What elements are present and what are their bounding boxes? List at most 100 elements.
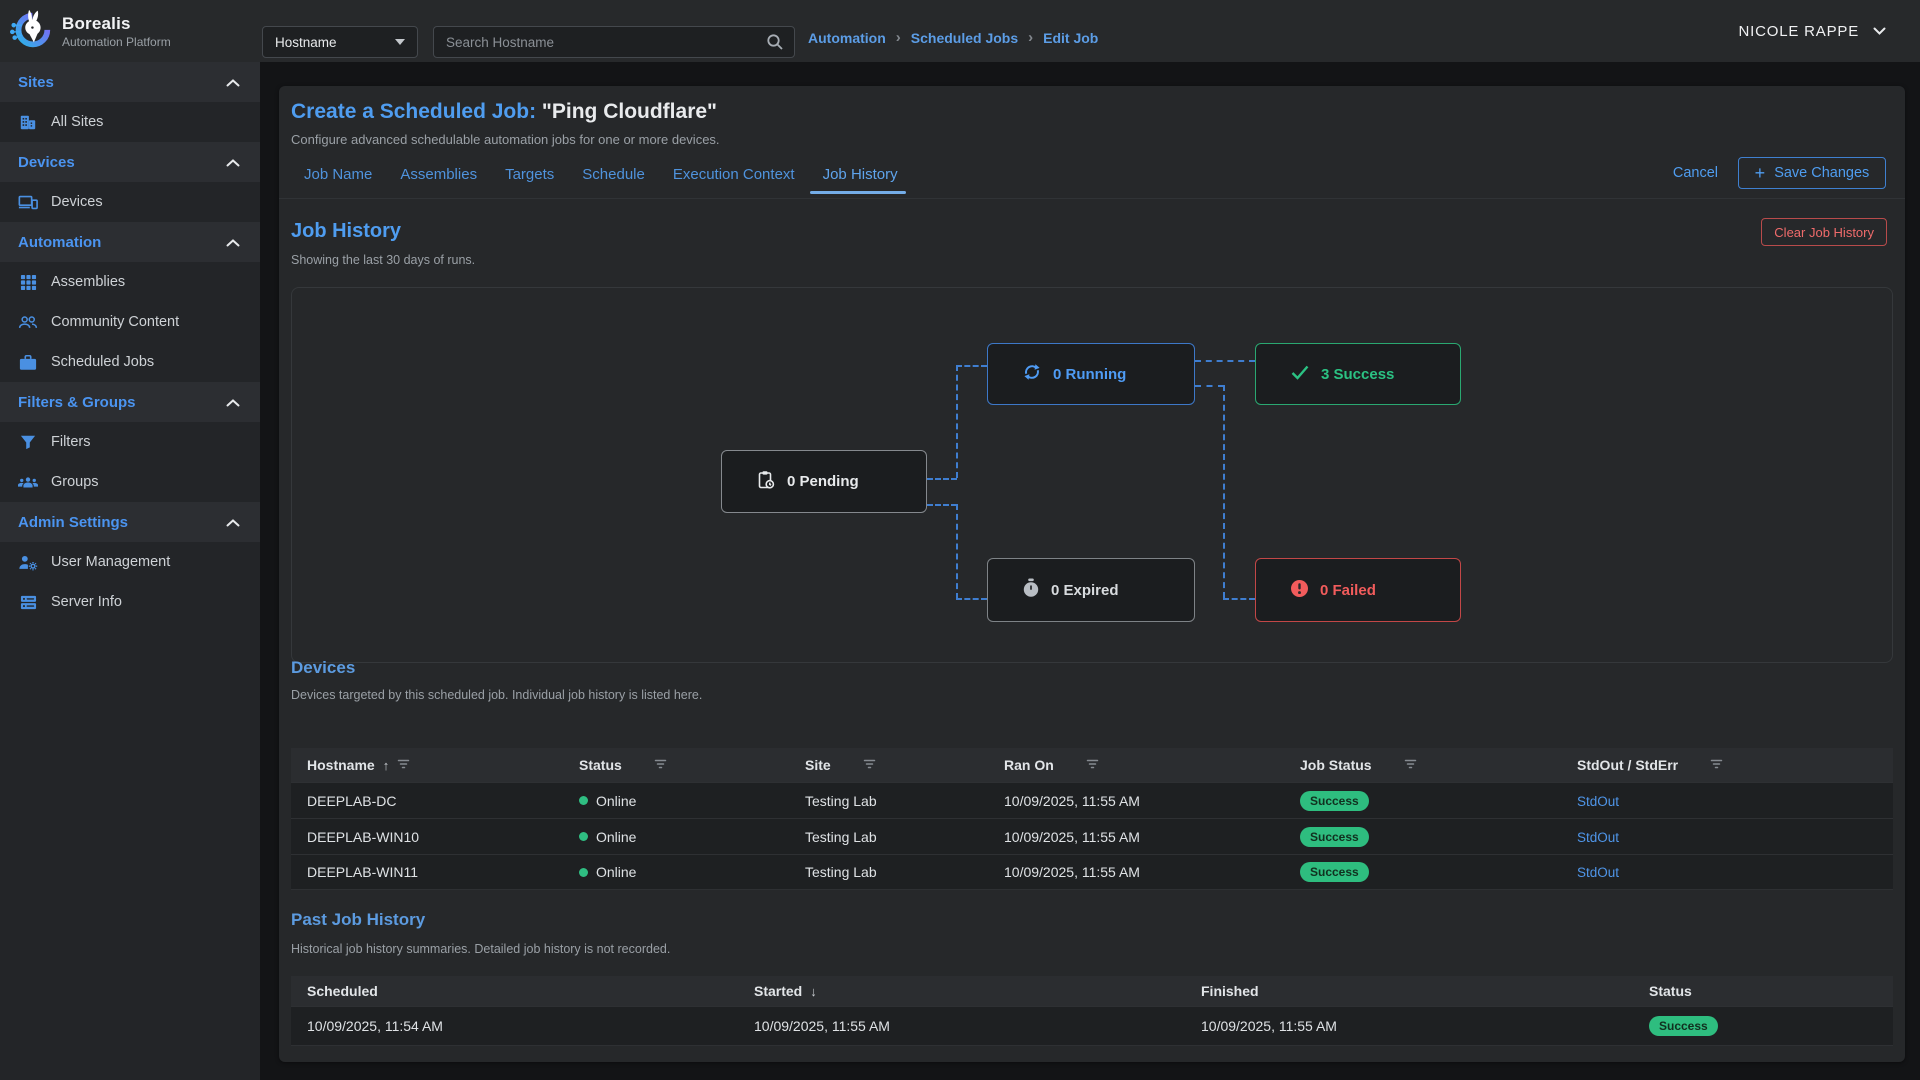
flow-connector <box>1223 598 1255 600</box>
user-name: NICOLE RAPPE <box>1738 22 1859 40</box>
tab-execution-context[interactable]: Execution Context <box>672 165 795 183</box>
user-gear-icon <box>18 554 38 571</box>
status-badge: Success <box>1300 826 1369 847</box>
sidebar-item-label: Server Info <box>51 594 122 610</box>
building-icon <box>18 113 38 131</box>
sidebar-section-admin-settings[interactable]: Admin Settings <box>0 502 260 542</box>
column-header-ran-on[interactable]: Ran On <box>1004 757 1300 773</box>
sidebar-item-assemblies[interactable]: Assemblies <box>0 262 260 302</box>
page-title-job-name: "Ping Cloudflare" <box>536 100 717 123</box>
filter-icon[interactable] <box>1404 757 1417 773</box>
breadcrumb-scheduled-jobs[interactable]: Scheduled Jobs <box>910 29 1019 46</box>
clear-job-history-button[interactable]: Clear Job History <box>1761 218 1887 246</box>
sidebar-item-scheduled-jobs[interactable]: Scheduled Jobs <box>0 342 260 382</box>
column-header-status[interactable]: Status <box>1649 983 1893 999</box>
chevron-up-icon <box>226 514 240 531</box>
stdout-link[interactable]: StdOut <box>1577 793 1620 809</box>
table-row: DEEPLAB-WIN11 Online Testing Lab 10/09/2… <box>291 854 1893 890</box>
filter-icon[interactable] <box>397 757 410 773</box>
online-dot-icon <box>579 867 588 877</box>
filter-icon[interactable] <box>863 757 876 773</box>
devices-icon <box>18 194 38 211</box>
column-header-scheduled[interactable]: Scheduled <box>307 983 754 999</box>
flow-connector <box>1195 385 1224 387</box>
stdout-link[interactable]: StdOut <box>1577 865 1620 880</box>
breadcrumb-separator: › <box>895 29 901 46</box>
sidebar-section-sites[interactable]: Sites <box>0 62 260 102</box>
filter-icon[interactable] <box>654 757 667 773</box>
page-subtitle: Configure advanced schedulable automatio… <box>291 132 720 147</box>
sidebar-item-devices[interactable]: Devices <box>0 182 260 222</box>
chevron-down-icon <box>1873 22 1886 40</box>
sidebar-item-user-management[interactable]: User Management <box>0 542 260 582</box>
status-badge: Success <box>1649 1016 1718 1036</box>
table-row: DEEPLAB-DC Online Testing Lab 10/09/2025… <box>291 782 1893 818</box>
stopwatch-icon <box>1022 578 1040 602</box>
cell-hostname: DEEPLAB-DC <box>307 792 397 809</box>
sidebar-section-automation[interactable]: Automation <box>0 222 260 262</box>
cell-scheduled: 10/09/2025, 11:54 AM <box>307 1018 443 1034</box>
flow-node-pending: 0 Pending <box>721 450 927 513</box>
column-header-status[interactable]: Status <box>579 757 805 773</box>
cell-job-status: Success <box>1300 826 1577 847</box>
filter-icon[interactable] <box>1086 757 1099 773</box>
devices-subtitle: Devices targeted by this scheduled job. … <box>291 688 703 702</box>
column-header-hostname[interactable]: Hostname ↑ <box>307 757 579 773</box>
sidebar-item-community-content[interactable]: Community Content <box>0 302 260 342</box>
devices-table: Hostname ↑ Status Site Ran On Job <box>291 748 1893 890</box>
tab-schedule[interactable]: Schedule <box>582 165 645 183</box>
flow-node-label: 0 Expired <box>1051 581 1119 599</box>
tab-targets[interactable]: Targets <box>505 165 555 183</box>
page-title-prefix: Create a Scheduled Job: <box>291 100 537 123</box>
flow-node-failed: 0 Failed <box>1255 558 1461 622</box>
cell-job-status: Success <box>1300 790 1577 811</box>
cancel-button[interactable]: Cancel <box>1672 165 1718 181</box>
table-row: 10/09/2025, 11:54 AM 10/09/2025, 11:55 A… <box>291 1006 1893 1046</box>
column-header-started[interactable]: Started ↓ <box>754 983 1201 999</box>
column-label: Finished <box>1201 983 1259 999</box>
cell-ran-on: 10/09/2025, 11:55 AM <box>1004 792 1140 809</box>
flow-node-label: 0 Running <box>1053 365 1127 383</box>
user-menu[interactable]: NICOLE RAPPE <box>1739 0 1886 62</box>
column-header-finished[interactable]: Finished <box>1201 983 1649 999</box>
plus-icon: + <box>1754 162 1766 183</box>
flow-connector <box>927 504 957 506</box>
cell-site: Testing Lab <box>805 864 877 880</box>
sidebar-section-filters-groups[interactable]: Filters & Groups <box>0 382 260 422</box>
flow-node-success: 3 Success <box>1255 343 1461 405</box>
tab-assemblies[interactable]: Assemblies <box>400 165 478 183</box>
sidebar-section-label: Admin Settings <box>18 513 129 531</box>
sidebar-item-all-sites[interactable]: All Sites <box>0 102 260 142</box>
breadcrumb-automation[interactable]: Automation <box>808 29 886 46</box>
tab-job-name[interactable]: Job Name <box>304 165 373 183</box>
flow-connector <box>956 365 987 367</box>
sidebar-item-label: Assemblies <box>51 274 126 290</box>
cell-status: Online <box>579 829 805 845</box>
tab-job-history[interactable]: Job History <box>809 165 906 194</box>
breadcrumb: Automation › Scheduled Jobs › Edit Job <box>808 29 1098 46</box>
sidebar-section-devices[interactable]: Devices <box>0 142 260 182</box>
save-changes-button[interactable]: + Save Changes <box>1738 157 1886 189</box>
sidebar-item-server-info[interactable]: Server Info <box>0 582 260 622</box>
sidebar-item-filters[interactable]: Filters <box>0 422 260 462</box>
hostname-select[interactable]: Hostname <box>262 26 418 58</box>
chevron-up-icon <box>226 234 240 251</box>
sidebar-item-groups[interactable]: Groups <box>0 462 260 502</box>
breadcrumb-edit-job[interactable]: Edit Job <box>1043 29 1099 46</box>
search-box <box>433 26 795 58</box>
filter-icon[interactable] <box>1710 757 1723 773</box>
brand-subtitle: Automation Platform <box>62 34 171 49</box>
column-header-job-status[interactable]: Job Status <box>1300 757 1577 773</box>
column-label: Status <box>1649 983 1692 999</box>
column-header-site[interactable]: Site <box>805 757 1004 773</box>
column-header-stdout[interactable]: StdOut / StdErr <box>1577 757 1893 773</box>
search-input[interactable] <box>434 34 766 50</box>
people-icon <box>18 314 38 330</box>
status-badge: Success <box>1300 790 1369 811</box>
flow-connector <box>956 365 958 478</box>
groups-icon <box>18 475 38 490</box>
table-row: DEEPLAB-WIN10 Online Testing Lab 10/09/2… <box>291 818 1893 854</box>
stdout-link[interactable]: StdOut <box>1577 829 1620 845</box>
sidebar-item-label: Groups <box>51 474 99 490</box>
chevron-up-icon <box>226 394 240 411</box>
